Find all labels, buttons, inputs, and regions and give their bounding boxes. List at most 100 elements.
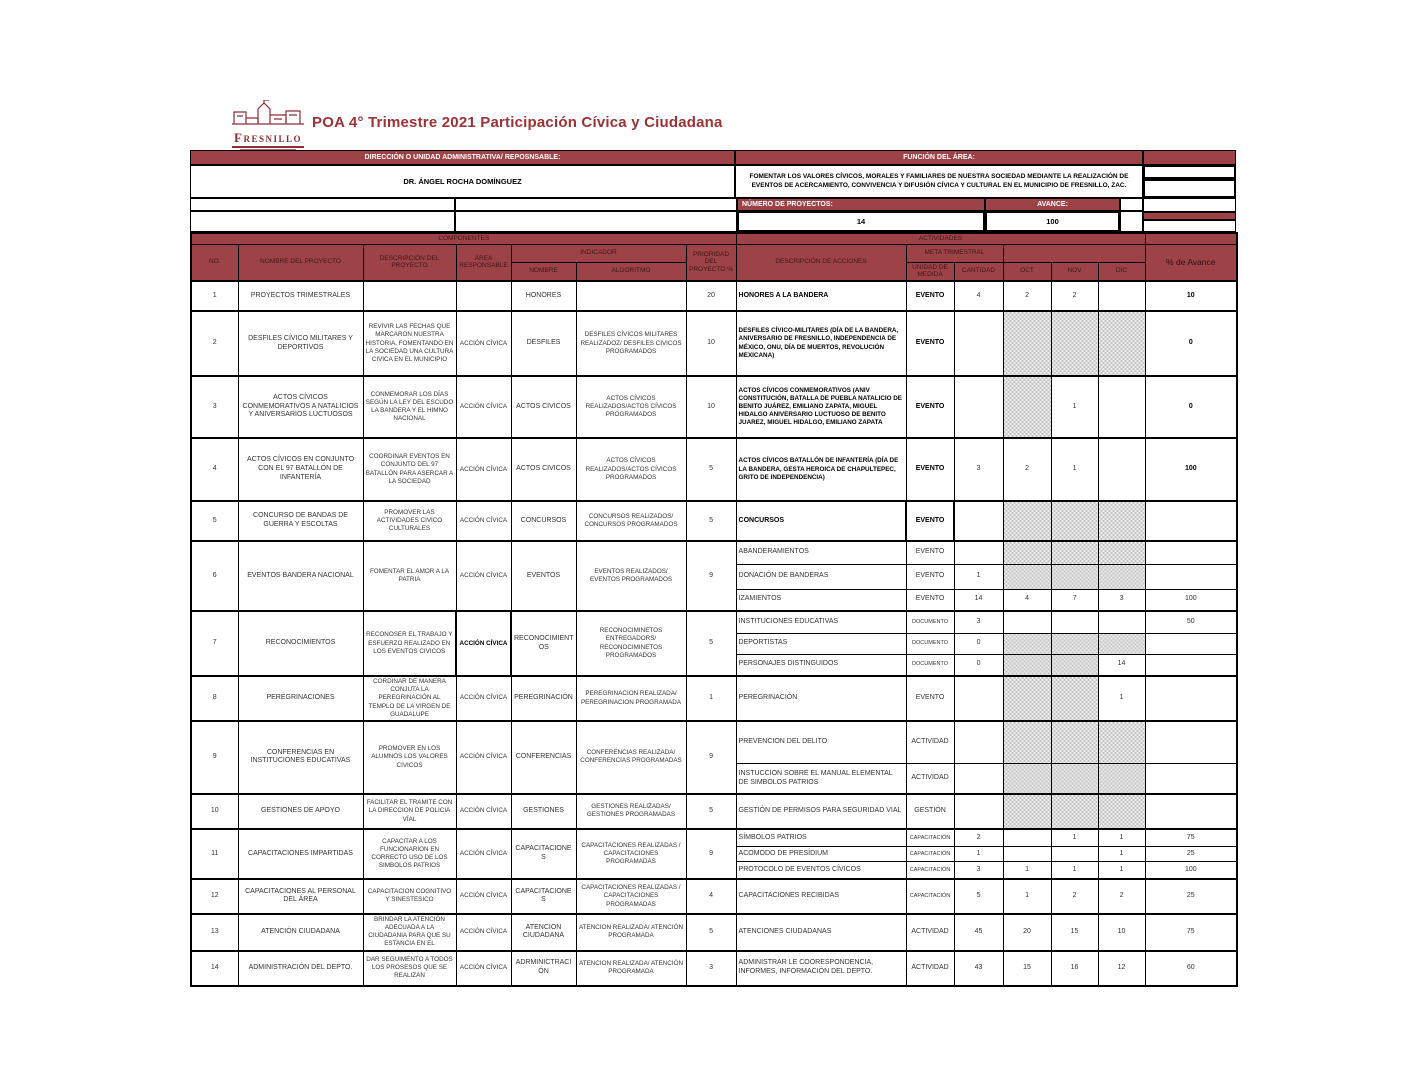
cell-cantidad: 0	[953, 632, 1004, 655]
cell-oct: 1	[1002, 861, 1052, 880]
cell-oct	[1002, 653, 1052, 677]
cell-dic: 3	[1097, 588, 1146, 612]
cell-oct	[1002, 632, 1052, 655]
cell-nov	[1050, 610, 1099, 634]
cell-accion-desc: ACOMODO DE PRESÍDIUM	[735, 846, 907, 863]
cell-dic	[1097, 763, 1146, 795]
cell-unidad: DOCUMENTO	[905, 653, 955, 677]
cell-nombre: ACTOS CÍVICOS EN CONJUNTO CON EL 97 BATA…	[237, 437, 364, 502]
cell-nov: 1	[1050, 375, 1099, 439]
cell-avance	[1144, 719, 1238, 765]
cell-no: 5	[190, 500, 239, 542]
cell-area: ACCIÓN CÍVICA	[455, 792, 512, 830]
cell-cantidad: 43	[953, 949, 1004, 987]
table-row: PERSONAJES DISTINGUIDOS DOCUMENTO 0 14	[191, 653, 1238, 677]
cell-area: ACCIÓN CÍVICA	[455, 912, 512, 952]
cell-accion-desc: SÍMBOLOS PATRIOS	[735, 827, 907, 848]
logo-text: Fresnillo	[234, 130, 302, 145]
cell-oct	[1002, 792, 1052, 830]
cell-algoritmo: CONFERENCIAS REALIZADA/ CONFERENCIAS PRO…	[575, 719, 687, 795]
cell-dic: 1	[1097, 827, 1146, 848]
cell-nombre: RECONOCIMIENTOS	[237, 610, 364, 677]
cell-algoritmo: ACTOS CÍVICOS REALIZADOS/ACTOS CÍVICOS P…	[575, 437, 687, 502]
table-row: 5 CONCURSO DE BANDAS DE GUERRA Y ESCOLTA…	[190, 500, 1238, 543]
cell-no: 11	[190, 827, 239, 880]
cell-prioridad: 10	[685, 375, 737, 439]
cell-area: ACCIÓN CÍVICA	[455, 877, 512, 915]
cell-avance: 100	[1144, 437, 1238, 502]
table-row: 7 RECONOCIMIENTOS RECONOSER EL TRABAJO Y…	[190, 610, 1238, 678]
cell-descripcion: COORDINAR EVENTOS EN CONJUNTO DEL 97 BAT…	[362, 437, 457, 502]
cell-nombre: PROYECTOS TRIMESTRALES	[237, 280, 364, 312]
logo-tagline-line	[240, 149, 296, 150]
cell-indicador: PEREGRINACIÓN	[510, 675, 577, 722]
header-row-1: NO. NOMBRE DEL PROYECTO DESCRIPCIÓN DEL …	[190, 243, 1238, 282]
col-dic: DIC	[1097, 261, 1146, 282]
cell-area: ACCIÓN CÍVICA	[455, 675, 512, 722]
col-nombre-proyecto: NOMBRE DEL PROYECTO	[237, 243, 364, 282]
info-header: DIRECCIÓN O UNIDAD ADMINISTRATIVA/ REPOS…	[190, 150, 1236, 232]
cell-indicador: ACTOS CIVICOS	[510, 437, 577, 502]
cell-oct: 1	[1002, 877, 1052, 915]
cell-nov	[1050, 310, 1099, 377]
cell-accion-desc: PROTOCOLO DE EVENTOS CÍVICOS	[735, 861, 907, 880]
cell-cantidad	[953, 675, 1004, 722]
table-row: 14 ADMINISTRACIÓN DEL DEPTO. DAR SEGUIME…	[190, 949, 1238, 987]
cell-dic	[1097, 280, 1146, 312]
blank-cell-b	[455, 198, 737, 211]
cell-cantidad: 4	[953, 280, 1004, 312]
cell-prioridad: 20	[685, 280, 737, 312]
col-algoritmo: ALGORITMO	[575, 261, 687, 282]
num-proyectos-label: NÚMERO DE PROYECTOS:	[737, 198, 985, 211]
cell-indicador: CAPACITACIONES	[510, 877, 577, 915]
blank-cell-e	[455, 211, 737, 232]
direccion-label: DIRECCIÓN O UNIDAD ADMINISTRATIVA/ REPOS…	[190, 150, 735, 165]
cell-area: ACCIÓN CÍVICA	[455, 310, 512, 377]
cell-area: ACCIÓN CÍVICA	[455, 719, 512, 795]
cell-accion-desc: DESFILES CÍVICO-MILITARES (DÍA DE LA BAN…	[735, 310, 907, 377]
blank-cell-a	[190, 198, 455, 211]
cell-nov: 7	[1050, 588, 1099, 612]
cell-oct: 20	[1002, 912, 1052, 952]
cell-avance: 75	[1144, 827, 1238, 848]
cell-nov: 1	[1050, 861, 1099, 880]
cell-descripcion: BRINDAR LA ATENCIÓN ADECUADA A LA CIUDAD…	[362, 912, 457, 952]
cell-area: ACCIÓN CÍVICA	[455, 375, 512, 439]
cell-nombre: CAPACITACIONES IMPARTIDAS	[237, 827, 364, 880]
cell-avance	[1144, 563, 1238, 590]
cell-avance: 0	[1144, 310, 1238, 377]
col-indicador-nombre: NOMBRE	[510, 261, 577, 282]
cell-nombre: DESFILES CÍVICO MILITARES Y DEPORTIVOS	[237, 310, 364, 377]
header-right-spacer	[1143, 150, 1236, 165]
cell-avance: 25	[1144, 846, 1238, 863]
cell-cantidad: 3	[953, 861, 1004, 880]
col-oct: OCT	[1002, 261, 1052, 282]
right-mini-box-1	[1143, 165, 1236, 179]
cell-oct	[1002, 719, 1052, 765]
cell-unidad: EVENTO	[905, 280, 955, 312]
table-row: 9 CONFERENCIAS EN INSTITUCIONES EDUCATIV…	[190, 719, 1238, 795]
cell-accion-desc: PEREGRINACIÓN	[735, 675, 907, 722]
cell-cantidad: 14	[953, 588, 1004, 612]
cell-accion-desc: ACTOS CÍVICOS CONMEMORATIVOS (ANIV CONST…	[735, 375, 907, 439]
cell-unidad: CAPACITACIÓN	[905, 827, 955, 848]
cell-nov: 16	[1050, 949, 1099, 987]
cell-dic: 2	[1097, 877, 1146, 915]
cell-nombre: GESTIONES DE APOYO	[237, 792, 364, 830]
right-mini-box-2	[1143, 179, 1236, 198]
cell-descripcion: FOMENTAR EL AMOR A LA PATRIA	[362, 540, 457, 612]
table-row: 1 PROYECTOS TRIMESTRALES HONORES 20 HONO…	[190, 280, 1238, 312]
cell-cantidad	[953, 310, 1004, 377]
cell-no: 10	[190, 792, 239, 830]
cell-prioridad: 5	[685, 610, 737, 677]
cell-area: ACCIÓN CÍVICA	[455, 540, 512, 612]
cell-nov: 1	[1050, 827, 1099, 848]
cell-nov	[1050, 719, 1099, 765]
cell-dic	[1097, 310, 1146, 377]
cell-descripcion: PROMOVER LAS ACTIVIDADES CIVICO CULTURAL…	[362, 500, 457, 542]
table-row: IZAMIENTOS EVENTO 14 4 7 3 100	[191, 588, 1238, 612]
table-row: 12 CAPACITACIONES AL PERSONAL DEL ÁREA C…	[190, 877, 1238, 915]
cell-avance: 25	[1144, 877, 1238, 915]
cell-prioridad: 9	[685, 719, 737, 795]
